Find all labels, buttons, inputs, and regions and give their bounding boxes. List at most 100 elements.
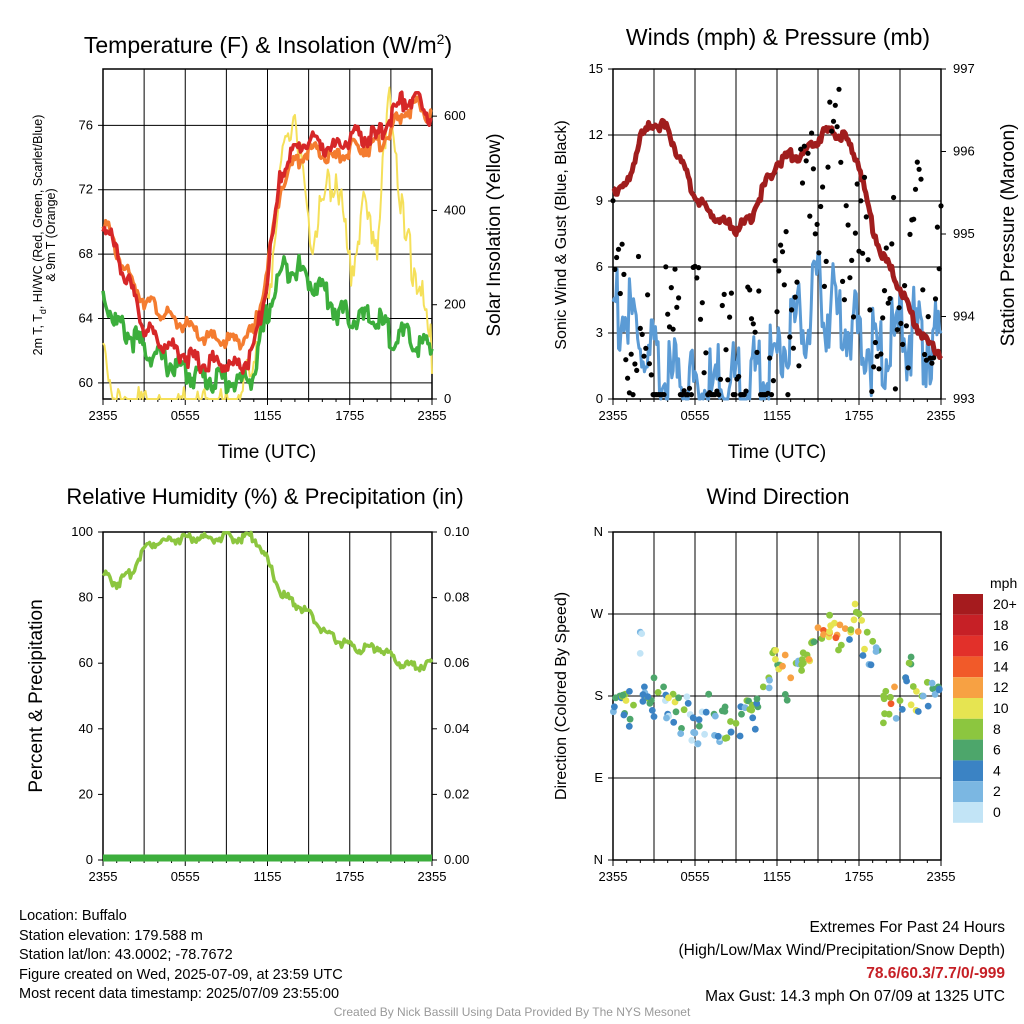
wind-direction-axis-ticks: N E S W N 2355 0555 1155 1755 2355 — [591, 524, 956, 884]
wind-y2tick-label: 997 — [953, 61, 975, 76]
gust-point — [872, 339, 879, 346]
legend-swatch — [953, 760, 983, 782]
wind-direction-point — [751, 725, 759, 733]
gust-point — [676, 295, 682, 301]
gust-point — [774, 309, 780, 315]
gust-point — [641, 353, 647, 359]
legend-swatch — [953, 656, 983, 678]
legend-swatch — [953, 594, 983, 615]
gust-point — [670, 326, 676, 332]
wind-direction-point — [683, 693, 691, 701]
gust-point — [681, 388, 687, 394]
gust-point — [688, 392, 695, 398]
legend-title: mph — [990, 575, 1017, 591]
wind-y2tick-label: 995 — [953, 226, 975, 241]
rh-y2tick-label: 0.06 — [444, 655, 469, 670]
gust-point — [812, 231, 818, 237]
wind-direction-point — [753, 695, 761, 703]
gust-point — [632, 361, 638, 367]
wind-direction-point — [913, 688, 920, 695]
svg-text:2m T, Td, HI/WC (Red, Green, S: 2m T, Td, HI/WC (Red, Green, Scarlet/Blu… — [31, 115, 48, 356]
gust-point — [703, 350, 709, 356]
wind-direction-point — [847, 626, 855, 634]
wind-direction-ylabel: Direction (Colored By Speed) — [553, 592, 570, 800]
gust-point — [732, 392, 738, 398]
gust-point — [776, 268, 782, 274]
wind-direction-point — [639, 697, 647, 705]
gust-point — [645, 292, 651, 298]
wind-direction-point — [644, 693, 652, 700]
gust-point — [796, 363, 802, 369]
temp-xtick-label: 2355 — [418, 408, 447, 423]
wind-direction-point — [799, 649, 807, 657]
wind-direction-point — [924, 702, 932, 710]
wind-direction-points — [610, 600, 943, 748]
temp-xtick-label: 1755 — [335, 408, 364, 423]
wind-direction-point — [688, 736, 696, 744]
wind-direction-point — [714, 732, 722, 740]
wind-direction-point — [619, 691, 627, 699]
rh-y2tick-label: 0.00 — [444, 852, 469, 867]
gust-point — [621, 271, 627, 277]
wind-direction-point — [669, 690, 677, 698]
wind-ytick-label: 12 — [589, 127, 603, 142]
gust-point — [754, 349, 760, 355]
gust-point — [663, 264, 669, 270]
temperature-panel-title: Temperature (F) & Insolation (W/m2) — [84, 31, 452, 58]
wind-direction-panel: Wind Direction N E S W N 2355 0555 1155 1755 2355… — [553, 484, 1017, 884]
gust-point — [892, 386, 899, 392]
gust-point — [639, 331, 645, 337]
gust-point — [907, 231, 913, 237]
gust-point — [790, 345, 797, 351]
gust-point — [770, 378, 777, 384]
wind-direction-point — [665, 694, 672, 702]
gust-point — [925, 314, 931, 320]
wind-direction-point — [907, 653, 915, 661]
wind-direction-point — [727, 718, 734, 725]
wind-direction-point — [727, 728, 735, 736]
wind-direction-point — [841, 625, 849, 632]
humidity-axis-ticks: 0 20 40 60 80 100 0.00 0.02 0.04 0.06 0.08 0.10 2355… — [71, 524, 469, 884]
temp2m-line — [101, 90, 433, 375]
wind-direction-point — [705, 690, 713, 698]
wdir-xtick-label: 1155 — [763, 869, 791, 884]
humidity-gridlines — [143, 532, 392, 860]
wind-direction-point — [850, 616, 858, 624]
gust-point — [610, 198, 616, 204]
gust-point — [929, 360, 935, 366]
gust-point — [887, 295, 893, 302]
wind-direction-point — [746, 706, 754, 713]
wind-direction-point — [881, 710, 888, 718]
wind-direction-point — [872, 648, 880, 655]
temp-ytick-label: 68 — [79, 246, 93, 261]
gust-point — [798, 146, 804, 152]
gust-point — [840, 278, 846, 284]
gust-point — [810, 166, 817, 172]
gust-point — [891, 194, 897, 201]
temp-xtick-label: 1155 — [254, 408, 282, 423]
humidity-panel-title: Relative Humidity (%) & Precipitation (i… — [66, 484, 463, 509]
wind-direction-point — [654, 689, 662, 696]
legend-label: 8 — [993, 721, 1001, 737]
wind-direction-point — [738, 710, 745, 718]
wind-direction-point — [854, 628, 862, 635]
wind-direction-point — [620, 711, 628, 719]
wind-direction-point — [805, 656, 813, 663]
gust-point — [779, 249, 786, 255]
wind-direction-point — [650, 713, 658, 720]
humidity-ylabel: Percent & Precipitation — [26, 599, 47, 792]
gust-point — [863, 214, 869, 220]
sonic-wind-line — [611, 250, 943, 401]
wind-ytick-label: 3 — [596, 325, 603, 340]
gust-point — [922, 351, 928, 358]
credit-line: Created By Nick Bassill Using Data Provi… — [333, 1005, 691, 1019]
wind-direction-point — [880, 695, 888, 703]
gust-point — [871, 364, 877, 370]
gust-point — [889, 241, 895, 247]
gust-point — [721, 291, 727, 297]
temperature-ylabel: 2m T, Td, HI/WC (Red, Green, Scarlet/Blu… — [31, 115, 58, 356]
legend-label: 12 — [993, 679, 1009, 695]
gust-point — [628, 351, 634, 357]
wind-direction-point — [905, 659, 913, 667]
